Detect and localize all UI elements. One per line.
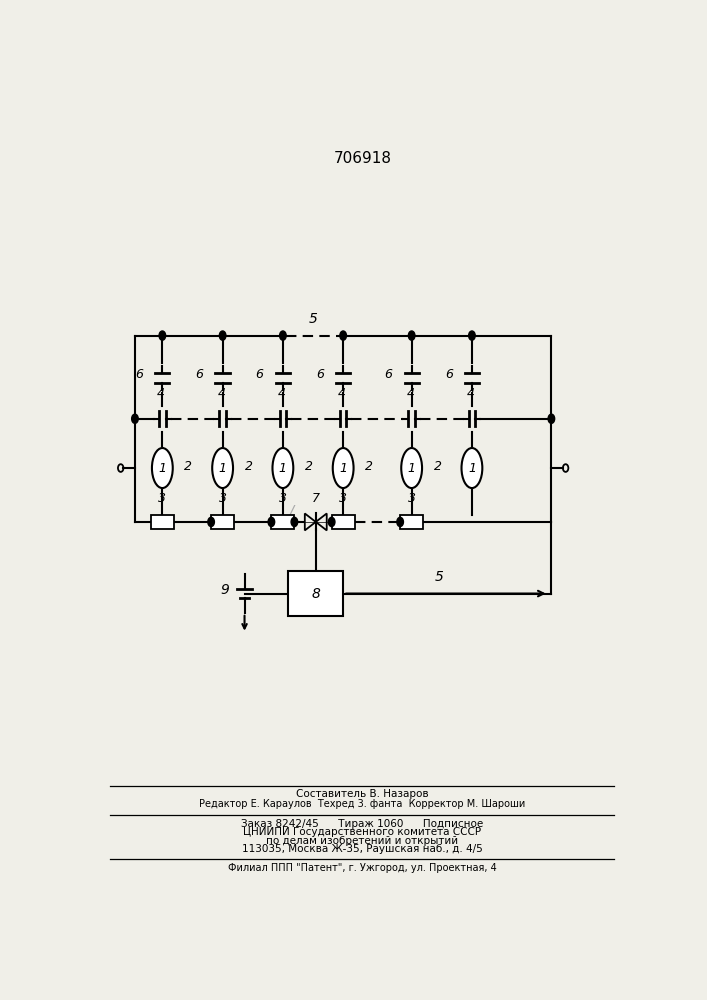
FancyBboxPatch shape xyxy=(151,515,174,529)
Text: 2: 2 xyxy=(245,460,252,473)
Text: 3: 3 xyxy=(218,492,227,505)
Text: /: / xyxy=(288,505,293,520)
Circle shape xyxy=(159,331,165,340)
Text: 4: 4 xyxy=(278,387,286,400)
Text: 1: 1 xyxy=(339,462,347,475)
Ellipse shape xyxy=(272,448,293,488)
Text: 3: 3 xyxy=(408,492,416,505)
Text: 2: 2 xyxy=(305,460,312,473)
Text: 2: 2 xyxy=(365,460,373,473)
Circle shape xyxy=(208,517,214,527)
FancyBboxPatch shape xyxy=(332,515,355,529)
FancyBboxPatch shape xyxy=(400,515,423,529)
Circle shape xyxy=(291,517,298,527)
Ellipse shape xyxy=(152,448,173,488)
Text: 5: 5 xyxy=(435,570,443,584)
Text: 6: 6 xyxy=(385,368,392,381)
Text: Редактор Е. Караулов  Техред 3. фанта  Корректор М. Шароши: Редактор Е. Караулов Техред 3. фанта Кор… xyxy=(199,799,525,809)
Text: 3: 3 xyxy=(158,492,166,505)
Ellipse shape xyxy=(333,448,354,488)
Text: 4: 4 xyxy=(218,387,226,400)
Text: 2: 2 xyxy=(185,460,192,473)
FancyBboxPatch shape xyxy=(211,515,234,529)
Text: 6: 6 xyxy=(256,368,264,381)
Text: 1: 1 xyxy=(468,462,476,475)
Text: 6: 6 xyxy=(195,368,204,381)
Circle shape xyxy=(340,331,346,340)
Text: 4: 4 xyxy=(338,387,346,400)
Circle shape xyxy=(328,517,335,527)
Circle shape xyxy=(219,331,226,340)
Text: 1: 1 xyxy=(408,462,416,475)
Text: 3: 3 xyxy=(279,492,287,505)
Ellipse shape xyxy=(462,448,482,488)
Text: 1: 1 xyxy=(279,462,287,475)
Circle shape xyxy=(132,414,139,423)
Text: 6: 6 xyxy=(135,368,144,381)
Circle shape xyxy=(268,517,274,527)
Circle shape xyxy=(279,331,286,340)
Text: Заказ 8242/45      Тираж 1060      Подписное: Заказ 8242/45 Тираж 1060 Подписное xyxy=(241,819,484,829)
Text: Филиал ППП "Патент", г. Ужгород, ул. Проектная, 4: Филиал ППП "Патент", г. Ужгород, ул. Про… xyxy=(228,863,497,873)
Text: 1: 1 xyxy=(218,462,227,475)
Text: 4: 4 xyxy=(467,387,475,400)
Ellipse shape xyxy=(402,448,422,488)
Text: ЦНИИПИ Государственного комитета СССР: ЦНИИПИ Государственного комитета СССР xyxy=(243,827,481,837)
Text: 3: 3 xyxy=(339,492,347,505)
Text: 6: 6 xyxy=(316,368,324,381)
Text: 7: 7 xyxy=(312,492,320,505)
Text: 4: 4 xyxy=(157,387,165,400)
Circle shape xyxy=(409,331,415,340)
FancyBboxPatch shape xyxy=(288,571,343,616)
Circle shape xyxy=(469,331,475,340)
Circle shape xyxy=(548,414,555,423)
FancyBboxPatch shape xyxy=(271,515,294,529)
Text: 9: 9 xyxy=(221,583,229,597)
Ellipse shape xyxy=(212,448,233,488)
Text: 1: 1 xyxy=(158,462,166,475)
Text: 2: 2 xyxy=(433,460,442,473)
Text: 706918: 706918 xyxy=(333,151,392,166)
Text: 8: 8 xyxy=(311,587,320,601)
Text: 4: 4 xyxy=(407,387,414,400)
Text: 6: 6 xyxy=(445,368,452,381)
Text: 5: 5 xyxy=(308,312,317,326)
Text: по делам изобретений и открытий: по делам изобретений и открытий xyxy=(267,836,458,846)
Text: 113035, Москва Ж-35, Раушская наб., д. 4/5: 113035, Москва Ж-35, Раушская наб., д. 4… xyxy=(242,844,483,854)
Circle shape xyxy=(397,517,404,527)
Text: Составитель В. Назаров: Составитель В. Назаров xyxy=(296,789,428,799)
